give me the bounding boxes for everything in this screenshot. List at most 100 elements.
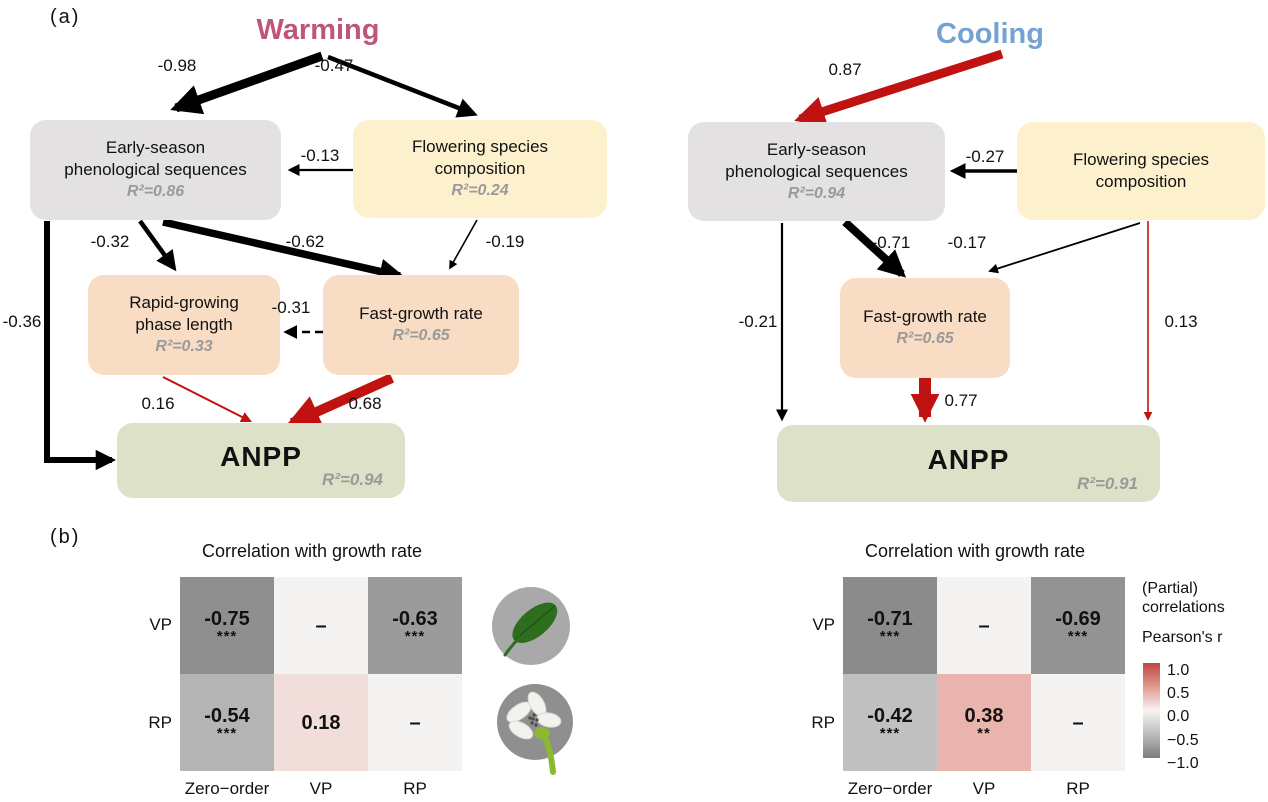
heatmap-cell: -0.54 ***: [180, 674, 274, 771]
heatmap-cell: -0.71 ***: [843, 577, 937, 674]
r-squared: R²=0.65: [896, 330, 954, 347]
cell-significance: ***: [879, 724, 901, 742]
node-flowering-warming: Flowering species composition R²=0.24: [353, 120, 607, 218]
pearson-colorbar: [1143, 663, 1160, 758]
cell-significance: ***: [216, 627, 238, 645]
row-label-rp: RP: [148, 713, 172, 732]
node-line: Fast-growth rate: [359, 304, 483, 323]
node-anpp-cooling: ANPP R²=0.91: [777, 425, 1160, 502]
cell-value: –: [409, 711, 421, 734]
colorbar-tick-m05: −0.5: [1167, 732, 1199, 749]
heatmap-cell: 0.38 **: [937, 674, 1031, 771]
cell-value: –: [1072, 711, 1084, 734]
flower-icon: [497, 684, 573, 775]
node-line: phase length: [135, 315, 233, 334]
cell-value: -0.42: [867, 704, 913, 727]
cell-value: -0.71: [867, 607, 913, 630]
colorbar-tick-1: 1.0: [1167, 662, 1190, 679]
coef-early-to-fast-right: -0.71: [871, 233, 911, 252]
path-rapid-to-anpp: [162, 376, 252, 422]
col-label-zero-order-right: Zero−order: [847, 779, 933, 798]
cell-value: –: [978, 614, 990, 637]
row-label-rp-right: RP: [811, 713, 835, 732]
node-line: Flowering species: [1072, 150, 1210, 169]
cell-significance: ***: [404, 627, 426, 645]
legend-scale-label: Pearson's r: [1142, 629, 1223, 646]
cell-significance: ***: [879, 627, 901, 645]
row-label-vp-right: VP: [812, 615, 835, 634]
cell-value: -0.75: [204, 607, 250, 630]
coef-early-to-anpp-right: -0.21: [738, 312, 778, 331]
col-label-vp-right: VP: [972, 779, 996, 798]
node-line: composition: [434, 159, 526, 178]
panel-a-label: (a): [50, 6, 81, 28]
col-label-rp: RP: [403, 779, 427, 798]
coef-early-to-fast: -0.62: [285, 232, 325, 251]
coef-fast-to-anpp-right: 0.77: [944, 391, 978, 410]
cell-value: 0.38: [964, 704, 1004, 727]
col-label-rp-right: RP: [1066, 779, 1090, 798]
anpp-label: ANPP: [927, 443, 1010, 475]
cell-significance: **: [977, 724, 991, 742]
cell-value: -0.69: [1055, 607, 1101, 630]
heatmap-cell: –: [1031, 674, 1125, 771]
r-squared: R²=0.33: [155, 338, 213, 355]
cell-value: 0.18: [301, 711, 341, 734]
row-label-vp: VP: [149, 615, 172, 634]
cooling-title: Cooling: [936, 18, 1044, 50]
node-line: phenological sequences: [64, 160, 247, 179]
col-label-vp: VP: [309, 779, 333, 798]
r-squared: R²=0.94: [322, 470, 383, 489]
node-line: Flowering species: [411, 137, 549, 156]
colorbar-tick-0: 0.0: [1167, 708, 1190, 725]
path-warming-to-early: [170, 51, 324, 115]
coef-warming-to-flowering: -0.47: [314, 56, 354, 75]
coef-fast-to-anpp: 0.68: [348, 394, 382, 413]
node-line: Early-season: [766, 139, 867, 159]
coef-fast-to-rapid: -0.31: [271, 298, 311, 317]
heatmap-cell: –: [274, 577, 368, 674]
leaf-icon: [492, 587, 570, 665]
cell-value: -0.63: [392, 607, 438, 630]
path-early-to-rapid: [138, 219, 177, 272]
node-flowering-cooling: Flowering species composition: [1017, 122, 1265, 220]
heatmap-cell: –: [368, 674, 462, 771]
warming-title: Warming: [256, 14, 380, 46]
node-rapid-growing-warming: Rapid-growing phase length R²=0.33: [88, 275, 280, 375]
path-early-to-fast: [162, 218, 405, 284]
path-fast-to-anpp: [285, 373, 395, 428]
heatmap-left-grid: -0.75 *** – -0.63 *** -0.54 *** 0.18 –: [180, 577, 462, 771]
coef-early-to-anpp: -0.36: [2, 312, 42, 331]
coef-rapid-to-anpp: 0.16: [141, 394, 175, 413]
anpp-label: ANPP: [220, 440, 302, 472]
path-flowering-to-fast-right: [988, 222, 1141, 274]
node-line: Rapid-growing: [129, 293, 239, 312]
legend-title-line1: (Partial): [1142, 580, 1199, 597]
heatmap-left-title: Correlation with growth rate: [201, 541, 423, 561]
r-squared: R²=0.65: [392, 327, 450, 344]
coef-early-to-rapid: -0.32: [90, 232, 130, 251]
heatmap-right-grid: -0.71 *** – -0.69 *** -0.42 *** 0.38 ** …: [843, 577, 1125, 771]
r-squared: R²=0.94: [787, 184, 846, 202]
coef-cooling-to-early: 0.87: [828, 60, 862, 79]
legend-title-line2: correlations: [1142, 599, 1225, 616]
path-cooling-to-early: [794, 49, 1004, 127]
coef-flowering-to-early: -0.13: [300, 146, 340, 165]
r-squared: R²=0.24: [451, 182, 509, 199]
r-squared: R²=0.86: [126, 183, 185, 200]
colorbar-tick-05: 0.5: [1167, 685, 1190, 702]
colorbar-tick-m1: −1.0: [1167, 755, 1199, 772]
path-early-to-anpp: [44, 221, 117, 471]
node-early-season-warming: Early-season phenological sequences R²=0…: [30, 120, 281, 220]
coef-flowering-to-fast: -0.19: [485, 232, 525, 251]
heatmap-cell: -0.63 ***: [368, 577, 462, 674]
node-fast-growth-warming: Fast-growth rate R²=0.65: [323, 275, 519, 375]
r-squared: R²=0.91: [1077, 474, 1138, 493]
node-anpp-warming: ANPP R²=0.94: [117, 423, 405, 498]
node-early-season-cooling: Early-season phenological sequences R²=0…: [688, 122, 945, 221]
heatmap-cell: -0.42 ***: [843, 674, 937, 771]
node-line: phenological sequences: [725, 161, 908, 181]
cell-significance: ***: [1067, 627, 1089, 645]
